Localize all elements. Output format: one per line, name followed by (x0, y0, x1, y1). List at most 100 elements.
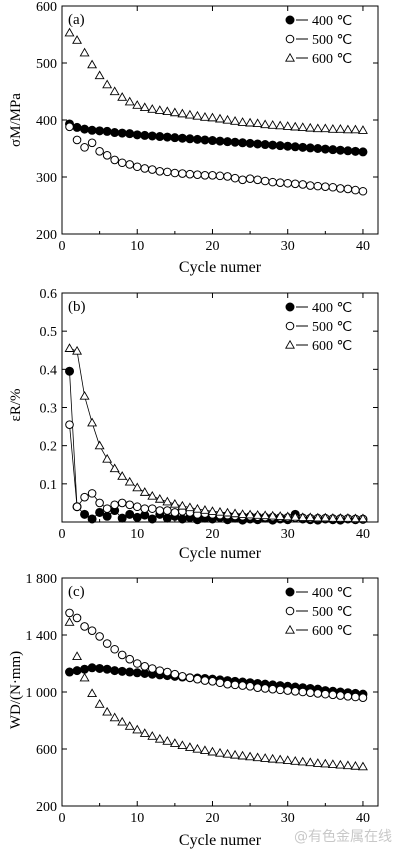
data-point (342, 124, 353, 134)
x-tick-label: 20 (205, 811, 219, 826)
data-point (207, 746, 218, 756)
series-2 (65, 608, 368, 703)
y-axis-title: σM/MPa (8, 93, 24, 147)
legend-marker (285, 587, 295, 597)
data-point (290, 756, 301, 765)
data-point (117, 92, 128, 101)
data-point (193, 170, 202, 180)
data-point (95, 632, 104, 641)
data-point (305, 688, 315, 698)
data-point (80, 664, 90, 674)
data-point (177, 500, 188, 510)
data-point (117, 498, 127, 508)
data-point (192, 134, 202, 144)
data-point (312, 123, 323, 133)
data-point (72, 613, 82, 623)
x-tick-label: 30 (281, 239, 295, 254)
data-point (87, 688, 98, 698)
data-point (343, 691, 353, 701)
data-point (275, 685, 285, 695)
data-point (162, 106, 173, 116)
data-point (72, 122, 82, 132)
legend-label: 600 ℃ (312, 52, 352, 67)
data-point (169, 107, 180, 117)
data-point (327, 759, 338, 768)
data-point (140, 662, 150, 671)
data-point (117, 513, 127, 523)
y-tick-label: 600 (36, 743, 57, 758)
data-point (177, 740, 188, 750)
data-point (140, 164, 150, 173)
data-point (305, 181, 315, 190)
data-point (268, 140, 278, 150)
data-point (178, 169, 187, 178)
data-point (290, 686, 300, 696)
data-point (358, 186, 368, 196)
legend-label: 500 ℃ (312, 320, 352, 335)
data-point (102, 79, 113, 89)
data-point (222, 507, 233, 517)
data-point (245, 174, 255, 184)
data-point (79, 47, 90, 57)
y-axis-title: εR/% (8, 389, 24, 422)
data-point (162, 736, 173, 745)
data-point (65, 608, 74, 618)
data-point (275, 120, 286, 130)
data-point (252, 118, 263, 128)
data-point (109, 86, 120, 96)
data-point (124, 476, 135, 486)
data-point (125, 129, 135, 139)
data-point (170, 133, 180, 143)
data-point (184, 742, 195, 751)
data-point (305, 512, 316, 522)
y-tick-label: 1 800 (26, 572, 58, 587)
data-point (252, 752, 263, 762)
data-point (327, 513, 338, 522)
data-point (200, 676, 210, 685)
y-tick-label: 1 400 (26, 629, 58, 644)
data-point (199, 112, 210, 121)
data-point (245, 509, 256, 519)
data-point (125, 160, 135, 169)
chart-panel-2: 0 10 20 30 40 0.1 0.2 0.3 0.4 0.5 0.6 Cycle numer εR… (8, 287, 379, 562)
data-point (80, 143, 89, 152)
data-point (283, 178, 293, 188)
data-point (253, 175, 262, 185)
data-point (207, 506, 218, 515)
data-point (72, 502, 82, 512)
data-point (110, 155, 119, 165)
data-point (109, 712, 120, 722)
panel-label: (a) (68, 12, 85, 28)
data-point (223, 137, 233, 147)
data-point (72, 35, 83, 44)
data-point (132, 512, 142, 522)
data-point (223, 679, 232, 689)
data-point (335, 145, 345, 155)
data-point (328, 145, 338, 155)
data-point (72, 651, 83, 660)
data-point (343, 146, 353, 156)
data-point (154, 493, 165, 503)
data-point (184, 109, 195, 119)
data-point (230, 749, 241, 759)
data-point (124, 721, 135, 730)
data-point (162, 513, 172, 523)
data-point (223, 172, 232, 181)
x-axis-title: Cycle numer (179, 545, 262, 562)
data-point (132, 100, 143, 109)
series-3 (64, 27, 368, 134)
legend-label: 400 ℃ (312, 586, 352, 601)
x-tick-label: 40 (356, 527, 370, 542)
x-tick-label: 0 (59, 811, 66, 826)
data-point (140, 504, 150, 513)
data-point (117, 128, 127, 138)
data-point (267, 510, 278, 520)
data-point (320, 512, 331, 522)
x-tick-label: 40 (356, 811, 370, 826)
data-point (177, 133, 187, 143)
x-tick-label: 30 (281, 811, 295, 826)
data-point (139, 487, 150, 496)
legend-label: 600 ℃ (312, 624, 352, 639)
series-line (69, 371, 363, 521)
data-point (169, 498, 180, 508)
